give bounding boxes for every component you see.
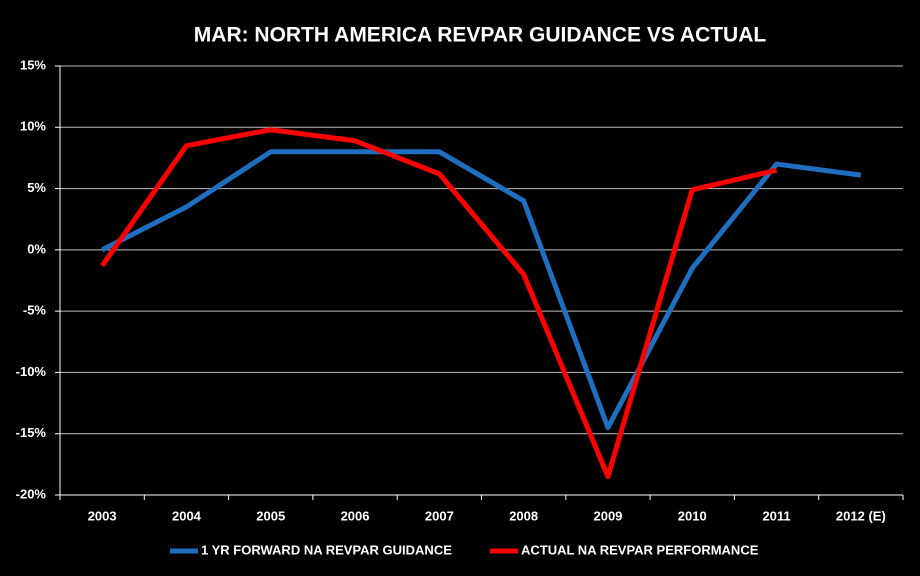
series-line <box>100 127 778 480</box>
x-tick-label: 2003 <box>88 508 117 523</box>
y-tick-label: -5% <box>23 303 47 318</box>
y-tick-label: -15% <box>16 425 47 440</box>
x-tick-label: 2007 <box>425 508 454 523</box>
series-line <box>101 149 862 431</box>
y-tick-label: -10% <box>16 364 47 379</box>
x-tick-label: 2010 <box>678 508 707 523</box>
x-tick-label: 2008 <box>509 508 538 523</box>
x-tick-label: 2005 <box>256 508 285 523</box>
y-tick-label: 0% <box>27 241 46 256</box>
chart-title: MAR: NORTH AMERICA REVPAR GUIDANCE VS AC… <box>194 24 767 47</box>
x-tick-label: 2004 <box>172 508 202 523</box>
legend-label: ACTUAL NA REVPAR PERFORMANCE <box>521 542 759 557</box>
x-tick-label: 2012 (E) <box>836 508 886 523</box>
y-tick-label: 5% <box>27 180 46 195</box>
x-tick-label: 2011 <box>762 508 790 523</box>
y-tick-label: 10% <box>20 119 46 134</box>
y-tick-label: 15% <box>20 57 46 72</box>
y-tick-label: -20% <box>16 486 47 501</box>
x-tick-label: 2009 <box>593 508 622 523</box>
x-tick-label: 2006 <box>341 508 370 523</box>
legend-label: 1 YR FORWARD NA REVPAR GUIDANCE <box>201 542 452 557</box>
